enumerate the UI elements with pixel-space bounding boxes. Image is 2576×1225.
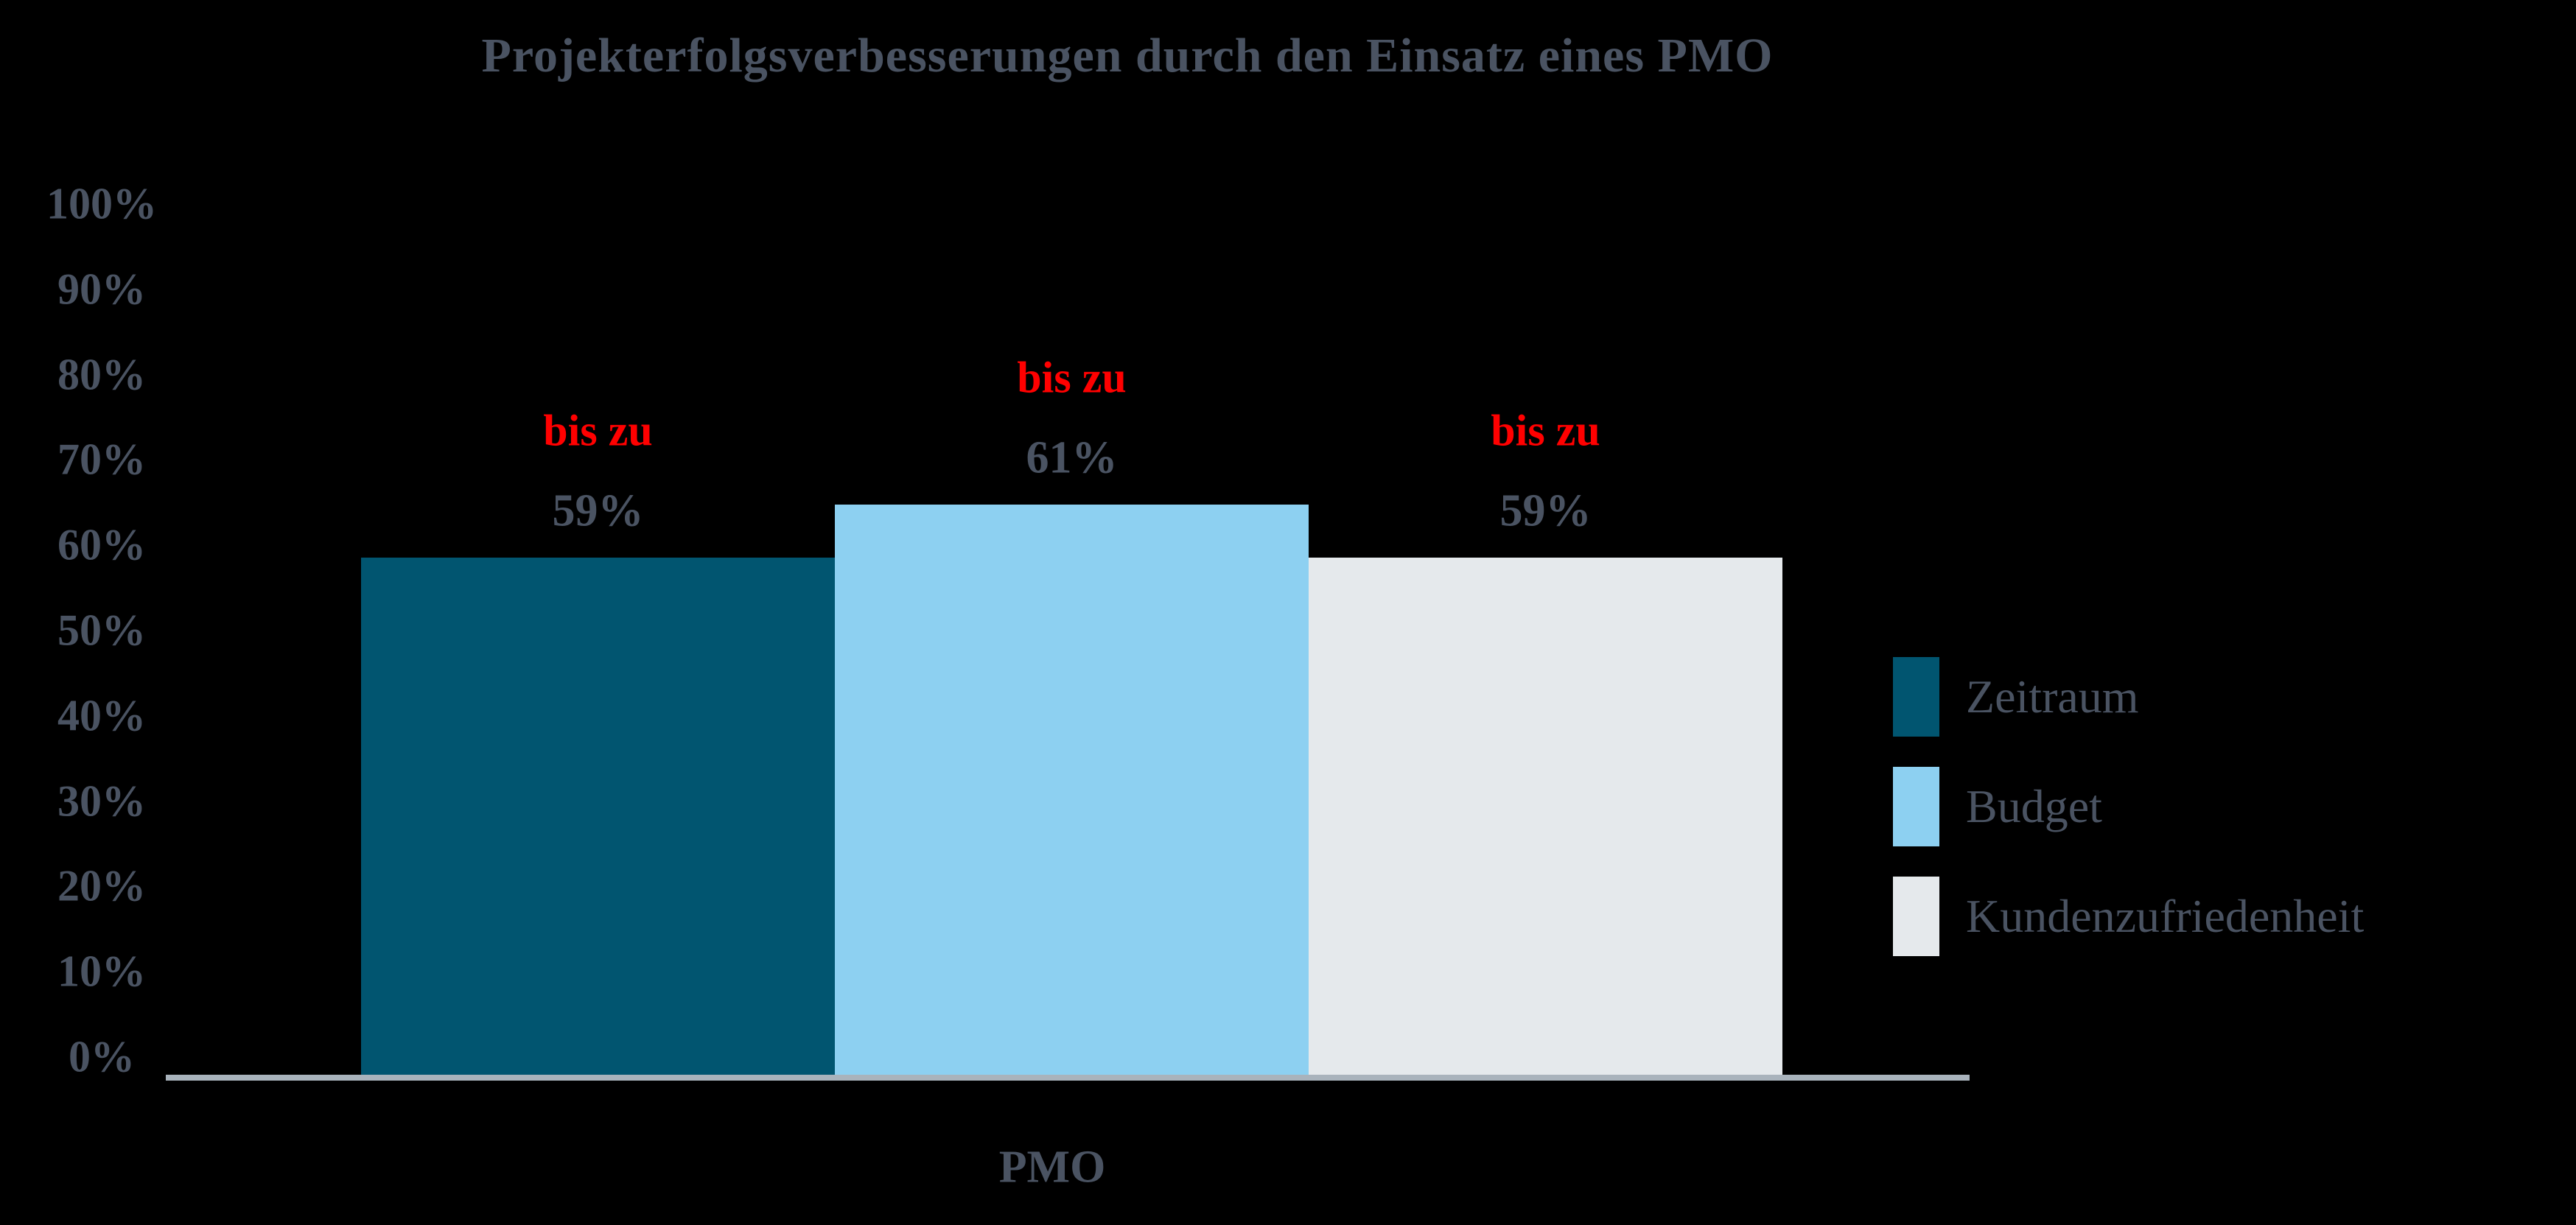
legend-swatch xyxy=(1893,767,1939,846)
legend-label: Zeitraum xyxy=(1966,670,2139,723)
y-axis-tick-label: 40% xyxy=(57,691,146,740)
chart-title: Projekterfolgsverbesserungen durch den E… xyxy=(481,29,1774,83)
x-axis-category-label: PMO xyxy=(998,1142,1106,1193)
bar-value-label: 59% xyxy=(552,485,644,536)
bar-zeitraum xyxy=(361,558,835,1075)
bis-zu-annotation: bis zu xyxy=(1017,353,1127,402)
y-axis-tick-label: 30% xyxy=(57,776,146,826)
legend-label: Budget xyxy=(1966,780,2102,832)
legend-item-kundenzufriedenheit: Kundenzufriedenheit xyxy=(1893,877,2364,956)
legend-swatch xyxy=(1893,657,1939,737)
x-axis-line xyxy=(166,1075,1970,1081)
y-axis-tick-label: 70% xyxy=(57,435,146,484)
y-axis-tick-label: 10% xyxy=(57,947,146,996)
bar-value-label: 59% xyxy=(1499,485,1592,536)
legend-swatch xyxy=(1893,877,1939,956)
y-axis-tick-label: 0% xyxy=(69,1032,135,1081)
bar-kundenzufriedenheit xyxy=(1309,558,1782,1075)
y-axis-tick-label: 50% xyxy=(57,606,146,655)
bar-value-label: 61% xyxy=(1026,432,1118,483)
y-axis-tick-label: 80% xyxy=(57,350,146,399)
bis-zu-annotation: bis zu xyxy=(543,406,653,455)
bis-zu-annotation: bis zu xyxy=(1491,406,1600,455)
legend-item-zeitraum: Zeitraum xyxy=(1893,657,2364,737)
y-axis-tick-label: 100% xyxy=(46,179,157,228)
y-axis-tick-label: 60% xyxy=(57,520,146,569)
y-axis-tick-label: 20% xyxy=(57,861,146,910)
legend-label: Kundenzufriedenheit xyxy=(1966,890,2365,942)
legend: Zeitraum Budget Kundenzufriedenheit xyxy=(1893,657,2364,986)
legend-item-budget: Budget xyxy=(1893,767,2364,846)
bar-budget xyxy=(835,505,1309,1075)
y-axis-tick-label: 90% xyxy=(57,264,146,314)
